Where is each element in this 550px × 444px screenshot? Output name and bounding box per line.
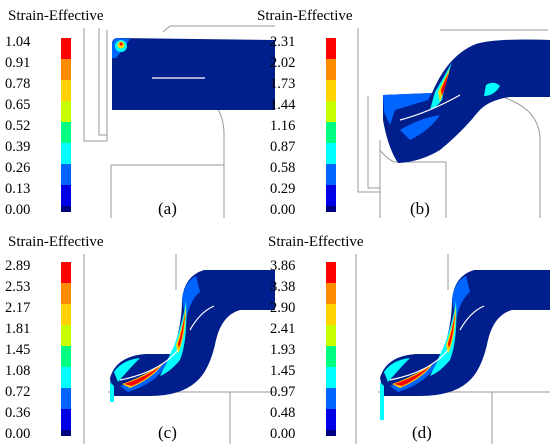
colorbar-swatch (61, 283, 71, 304)
colorbar-tick-label: 0.29 (270, 181, 295, 197)
colorbar-tick-label: 0.52 (5, 118, 30, 134)
colorbar-swatch (61, 388, 71, 409)
panel-a-mesh (112, 38, 275, 110)
colorbar-tick-label: 0.87 (270, 139, 295, 155)
colorbar-swatch (61, 262, 71, 283)
panel-d-title: Strain-Effective (268, 234, 364, 250)
colorbar-tick-label: 2.02 (270, 55, 295, 71)
colorbar-tick-label: 1.73 (270, 76, 295, 92)
colorbar-tick-label: 1.81 (5, 321, 30, 337)
colorbar-swatch (326, 262, 336, 283)
panel-b-label: (b) (410, 199, 430, 218)
colorbar-tick-label: 0.65 (5, 97, 30, 113)
colorbar-tick-label: 0.36 (5, 405, 30, 421)
colorbar-tick-label: 2.53 (5, 279, 30, 295)
panel-a-colorbar (61, 38, 71, 212)
panel-b-tooling (357, 28, 548, 218)
colorbar-swatch (61, 367, 71, 388)
colorbar-swatch (326, 38, 336, 59)
colorbar-tick-label: 1.93 (270, 342, 295, 358)
colorbar-swatch (61, 143, 71, 164)
colorbar-swatch (326, 409, 336, 430)
colorbar-tick-label: 1.08 (5, 363, 30, 379)
colorbar-swatch (326, 185, 336, 206)
colorbar-tick-label: 2.89 (5, 258, 30, 274)
panel-c: Strain-Effective 2.89 2.53 2.17 1.81 1.4… (5, 234, 275, 444)
colorbar-tick-label: 0.48 (270, 405, 295, 421)
colorbar-tick-label: 1.44 (270, 97, 296, 113)
panel-d-mesh (380, 270, 550, 420)
colorbar-swatch (326, 164, 336, 185)
colorbar-tick-label: 0.97 (270, 384, 295, 400)
colorbar-tick-label: 0.58 (270, 160, 295, 176)
colorbar-swatch (326, 206, 336, 212)
colorbar-swatch (61, 409, 71, 430)
colorbar-tick-label: 0.26 (5, 160, 30, 176)
colorbar-tick-label: 0.72 (5, 384, 30, 400)
colorbar-tick-label: 0.91 (5, 55, 30, 71)
panel-a-label: (a) (158, 199, 177, 218)
colorbar-tick-label: 2.90 (270, 300, 295, 316)
colorbar-tick-label: 1.45 (5, 342, 30, 358)
colorbar-swatch (61, 346, 71, 367)
colorbar-tick-label: 0.13 (5, 181, 30, 197)
colorbar-tick-label: 0.00 (270, 202, 295, 218)
colorbar-tick-label: 3.38 (270, 279, 295, 295)
panel-b-colorbar (326, 38, 336, 212)
panel-d-label: (d) (412, 423, 432, 442)
colorbar-tick-label: 0.00 (270, 426, 295, 442)
panel-c-title: Strain-Effective (8, 234, 104, 250)
colorbar-swatch (61, 185, 71, 206)
colorbar-swatch (326, 367, 336, 388)
colorbar-tick-label: 1.16 (270, 118, 295, 134)
panel-c-mesh (110, 270, 275, 402)
colorbar-swatch (326, 325, 336, 346)
panel-d: Strain-Effective 3.86 3.38 2.90 2.41 1.9… (268, 234, 550, 444)
colorbar-swatch (61, 101, 71, 122)
panel-a: Strain-Effective 1.04 0.91 0.78 0.65 0.5… (5, 8, 275, 218)
colorbar-swatch (61, 80, 71, 101)
colorbar-tick-label: 2.31 (270, 34, 295, 50)
colorbar-swatch (326, 304, 336, 325)
colorbar-tick-label: 0.00 (5, 202, 30, 218)
colorbar-swatch (326, 80, 336, 101)
panel-b-mesh (383, 39, 550, 163)
colorbar-swatch (326, 101, 336, 122)
colorbar-swatch (61, 430, 71, 436)
colorbar-swatch (326, 430, 336, 436)
panel-c-label: (c) (158, 423, 177, 442)
colorbar-swatch (326, 143, 336, 164)
panel-d-ticks: 3.86 3.38 2.90 2.41 1.93 1.45 0.97 0.48 … (270, 258, 295, 442)
colorbar-tick-label: 0.39 (5, 139, 30, 155)
panel-b-title: Strain-Effective (257, 8, 353, 24)
panel-c-ticks: 2.89 2.53 2.17 1.81 1.45 1.08 0.72 0.36 … (5, 258, 30, 442)
panel-b: Strain-Effective 2.31 2.02 1.73 1.44 1.1… (257, 8, 550, 218)
colorbar-tick-label: 1.04 (5, 34, 31, 50)
colorbar-swatch (326, 388, 336, 409)
colorbar-swatch (61, 38, 71, 59)
colorbar-tick-label: 2.41 (270, 321, 295, 337)
panel-a-ticks: 1.04 0.91 0.78 0.65 0.52 0.39 0.26 0.13 … (5, 34, 31, 218)
colorbar-swatch (61, 59, 71, 80)
colorbar-tick-label: 3.86 (270, 258, 295, 274)
colorbar-swatch (61, 325, 71, 346)
colorbar-tick-label: 1.45 (270, 363, 295, 379)
colorbar-swatch (61, 304, 71, 325)
colorbar-swatch (326, 59, 336, 80)
colorbar-swatch (326, 283, 336, 304)
panel-b-ticks: 2.31 2.02 1.73 1.44 1.16 0.87 0.58 0.29 … (270, 34, 296, 218)
colorbar-swatch (61, 122, 71, 143)
colorbar-swatch (326, 122, 336, 143)
colorbar-tick-label: 0.78 (5, 76, 30, 92)
panel-c-colorbar (61, 262, 71, 436)
panel-a-title: Strain-Effective (8, 8, 104, 24)
colorbar-swatch (61, 206, 71, 212)
colorbar-swatch (326, 346, 336, 367)
colorbar-swatch (61, 164, 71, 185)
colorbar-tick-label: 0.00 (5, 426, 30, 442)
colorbar-tick-label: 2.17 (5, 300, 30, 316)
panel-d-colorbar (326, 262, 336, 436)
